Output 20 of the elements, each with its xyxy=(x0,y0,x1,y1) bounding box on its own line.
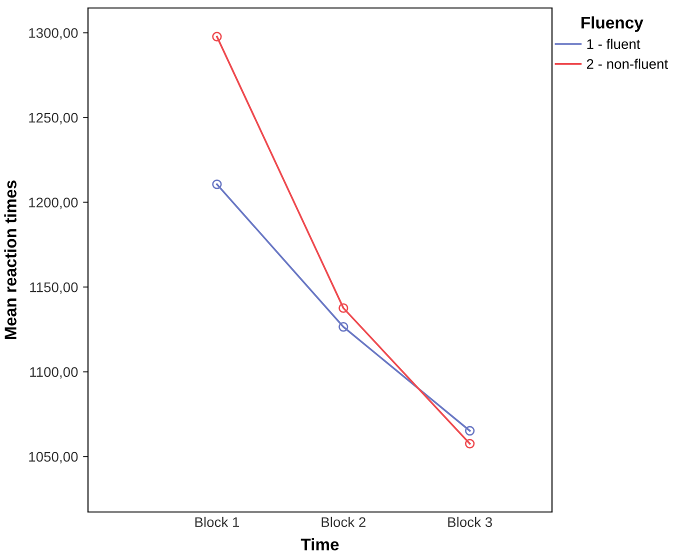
y-tick-label: 1300,00 xyxy=(29,28,78,40)
y-axis-title: Mean reaction times xyxy=(4,180,16,339)
y-tick-label: 1050,00 xyxy=(29,452,78,464)
x-tick-label: Block 2 xyxy=(322,516,366,528)
point xyxy=(338,322,348,332)
point xyxy=(212,32,222,42)
y-tick-label: 1250,00 xyxy=(29,112,78,124)
x-axis-title: Time xyxy=(300,538,339,550)
legend-label: 2 - non-fluent xyxy=(586,58,668,69)
x-tick-label: Block 1 xyxy=(195,516,240,528)
point xyxy=(338,303,348,313)
y-tick-label: 1200,00 xyxy=(29,198,78,210)
point xyxy=(464,438,475,449)
legend-title: Fluency xyxy=(582,16,644,32)
y-tick-label: 1150,00 xyxy=(30,282,78,294)
x-tick-label: Block 3 xyxy=(448,516,492,528)
point xyxy=(464,426,475,436)
point xyxy=(212,179,222,190)
legend-label: 1 - fluent xyxy=(587,38,640,50)
y-tick-label: 1100,00 xyxy=(30,367,78,379)
